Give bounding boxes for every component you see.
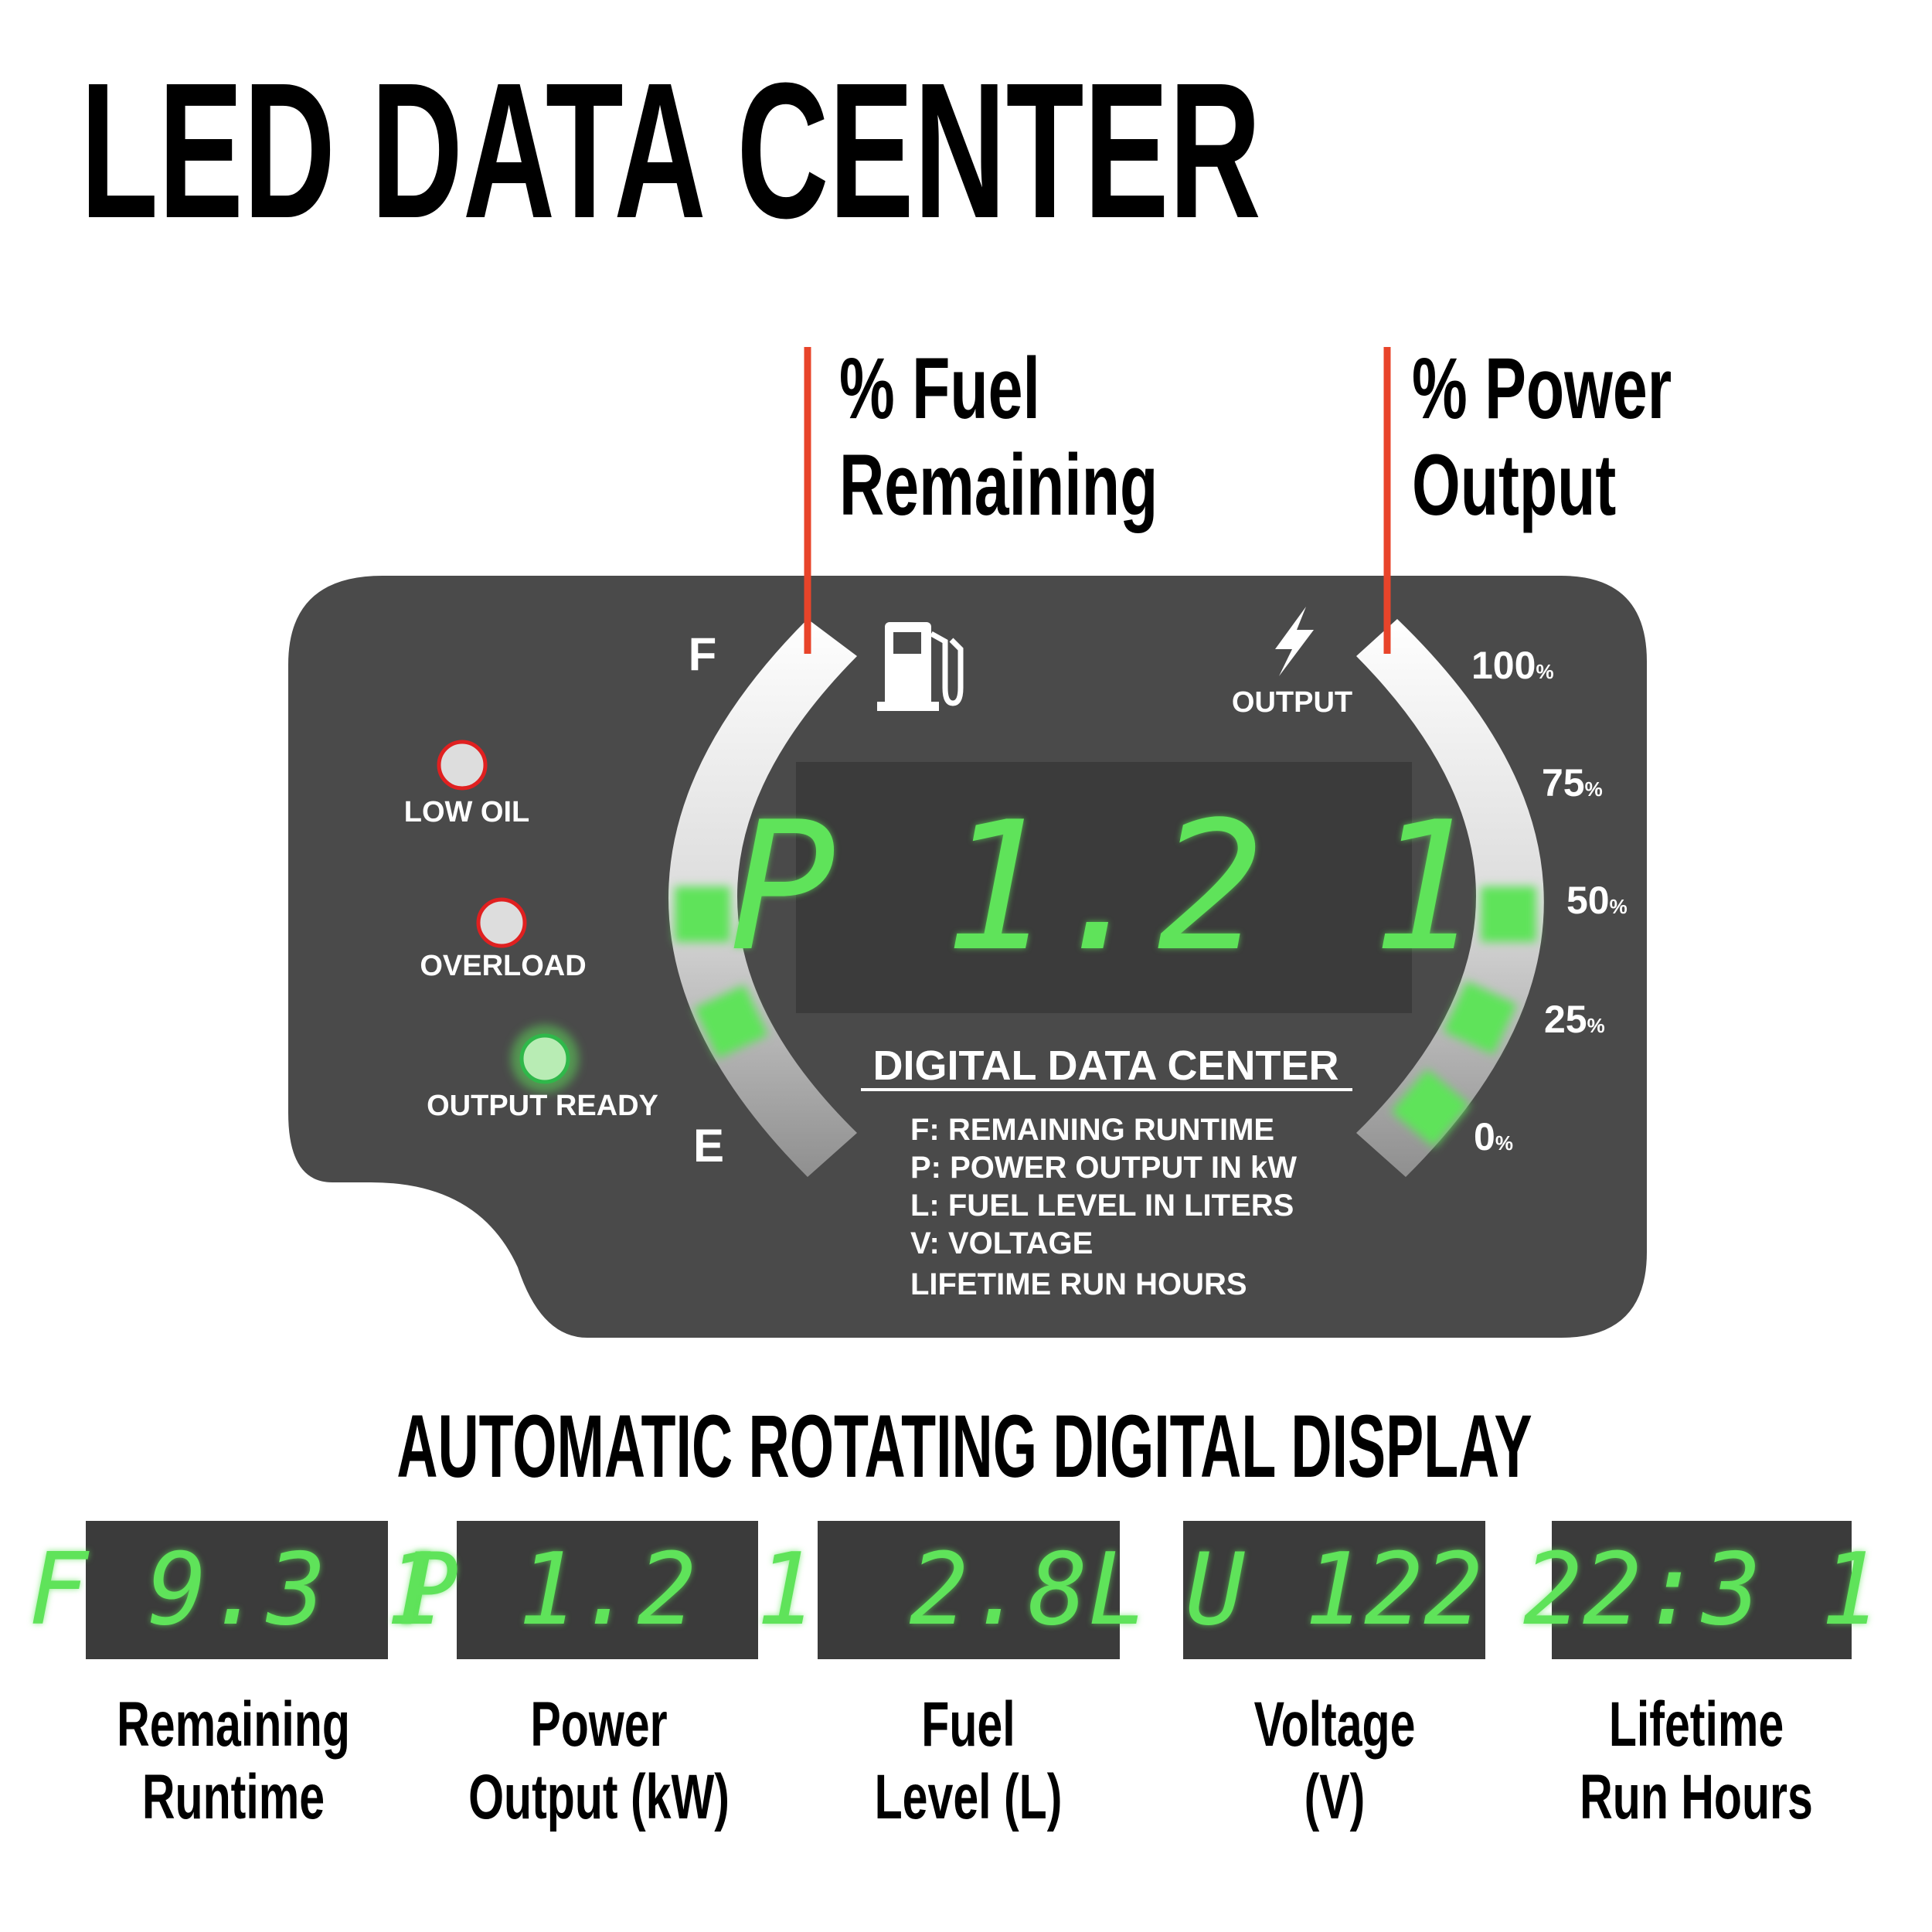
output-ready-indicator	[519, 1033, 570, 1084]
legend-item: P: POWER OUTPUT IN kW	[910, 1151, 1297, 1185]
power-segment-lit	[1481, 886, 1536, 942]
power-segment-lit	[1391, 1069, 1470, 1148]
display-fuel-level: 2.8L	[818, 1521, 1148, 1659]
fuel-segment-lit	[675, 886, 730, 942]
legend-item: V: VOLTAGE	[910, 1226, 1094, 1260]
main-display-value: P 1.2 1	[730, 762, 1478, 1013]
power-segment-lit	[1443, 981, 1517, 1055]
legend-item: L: FUEL LEVEL IN LITERS	[910, 1189, 1294, 1223]
scale-25: 25%	[1544, 998, 1605, 1041]
legend-item: F: REMAINING RUNTIME	[910, 1113, 1275, 1147]
output-label: OUTPUT	[1231, 686, 1353, 719]
lightning-bolt-icon	[1275, 607, 1314, 676]
digital-data-center-heading: DIGITAL DATA CENTER	[872, 1043, 1339, 1089]
display-runtime: F 9.3 1	[29, 1521, 445, 1659]
legend-item: LIFETIME RUN HOURS	[910, 1267, 1247, 1301]
fuel-empty-label: E	[692, 1120, 725, 1172]
display-power: P 1.2 1	[399, 1521, 816, 1659]
low-oil-label: LOW OIL	[403, 796, 530, 828]
label-run-hours: Lifetime Run Hours	[1580, 1689, 1813, 1832]
scale-0: 0%	[1474, 1115, 1513, 1158]
display-voltage: U 122	[1183, 1521, 1485, 1659]
scale-50: 50%	[1566, 879, 1628, 922]
scale-75: 75%	[1542, 761, 1603, 804]
fuel-full-label: F	[688, 628, 717, 680]
label-power: Power Output (kW)	[468, 1689, 730, 1832]
fuel-callout: % Fuel Remaining	[839, 340, 1158, 533]
label-fuel-level: Fuel Level (L)	[874, 1689, 1063, 1832]
low-oil-indicator	[437, 740, 488, 791]
label-runtime: Remaining Runtime	[117, 1689, 350, 1832]
scale-100: 100%	[1471, 644, 1554, 687]
fuel-pump-icon	[877, 622, 964, 711]
page-title: LED DATA CENTER	[80, 43, 1261, 258]
power-callout: % Power Output	[1412, 340, 1672, 533]
fuel-segment-lit	[694, 985, 768, 1059]
display-legend: F: REMAINING RUNTIME P: POWER OUTPUT IN …	[910, 1111, 1297, 1304]
overload-indicator	[476, 897, 527, 948]
display-run-hours: 22:3 1	[1523, 1521, 1880, 1659]
label-voltage: Voltage (V)	[1253, 1689, 1416, 1832]
output-ready-label: OUTPUT READY	[427, 1090, 658, 1122]
overload-label: OVERLOAD	[420, 950, 587, 982]
